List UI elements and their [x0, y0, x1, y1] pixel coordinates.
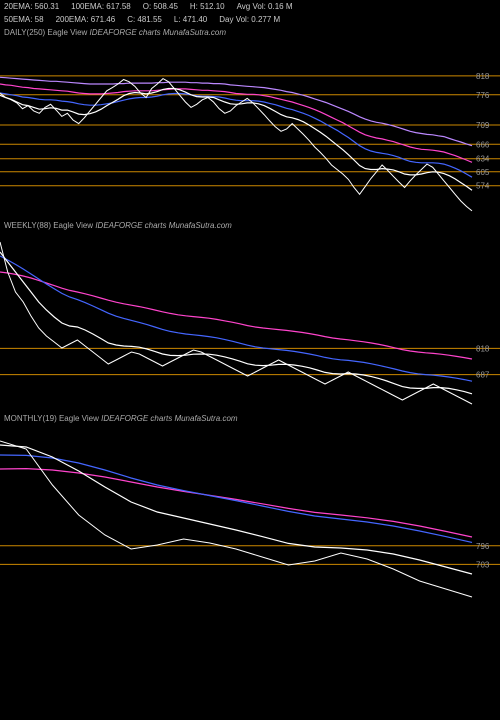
ema100-line: [0, 272, 472, 359]
panel-weekly: WEEKLY(88) Eagle View IDEAFORGE charts M…: [0, 219, 500, 412]
panels-container: DAILY(250) Eagle View IDEAFORGE charts M…: [0, 26, 500, 605]
panel-daily: DAILY(250) Eagle View IDEAFORGE charts M…: [0, 26, 500, 219]
low-label: L: 471.40: [174, 15, 207, 24]
hline-label: 776: [476, 91, 490, 100]
ema100-line: [0, 469, 472, 537]
dayvol-label: Day Vol: 0.277 M: [219, 15, 280, 24]
panel-title-weekly: WEEKLY(88) Eagle View IDEAFORGE charts M…: [0, 219, 500, 232]
hline-label: 666: [476, 140, 490, 149]
hline-label: 796: [476, 542, 490, 551]
hline-label: 818: [476, 344, 490, 353]
panel-title-daily: DAILY(250) Eagle View IDEAFORGE charts M…: [0, 26, 500, 39]
ema50-line: [0, 455, 472, 542]
chart-monthly: 796 703: [0, 425, 500, 605]
ema20-label: 20EMA: 560.31: [4, 2, 59, 11]
hline-label: 605: [476, 168, 490, 177]
ema100-label: 100EMA: 617.58: [71, 2, 131, 11]
close-label: C: 481.55: [127, 15, 162, 24]
open-label: O: 508.45: [143, 2, 178, 11]
ema100-line: [0, 84, 472, 162]
chart-weekly: 818 687: [0, 232, 500, 412]
hline-label: 687: [476, 371, 490, 380]
hline-label: 709: [476, 121, 490, 130]
ema20-line: [0, 89, 472, 191]
ohlc-header-2: 50EMA: 58 200EMA: 671.46 C: 481.55 L: 47…: [0, 13, 500, 26]
ohlc-header: 20EMA: 560.31 100EMA: 617.58 O: 508.45 H…: [0, 0, 500, 13]
high-label: H: 512.10: [190, 2, 225, 11]
ema50-label: 50EMA: 58: [4, 15, 44, 24]
hline-label: 574: [476, 182, 490, 191]
ema20-line: [0, 445, 472, 574]
chart-daily: 818 776 709 666 634 605 574: [0, 39, 500, 219]
panel-title-monthly: MONTHLY(19) Eagle View IDEAFORGE charts …: [0, 412, 500, 425]
avgvol-label: Avg Vol: 0.16 M: [237, 2, 293, 11]
price-line: [0, 441, 472, 597]
panel-monthly: MONTHLY(19) Eagle View IDEAFORGE charts …: [0, 412, 500, 605]
ema50-line: [0, 256, 472, 381]
hline-label: 634: [476, 155, 490, 164]
hline-label: 703: [476, 560, 490, 569]
hline-label: 818: [476, 72, 490, 81]
ema200-label: 200EMA: 671.46: [56, 15, 116, 24]
